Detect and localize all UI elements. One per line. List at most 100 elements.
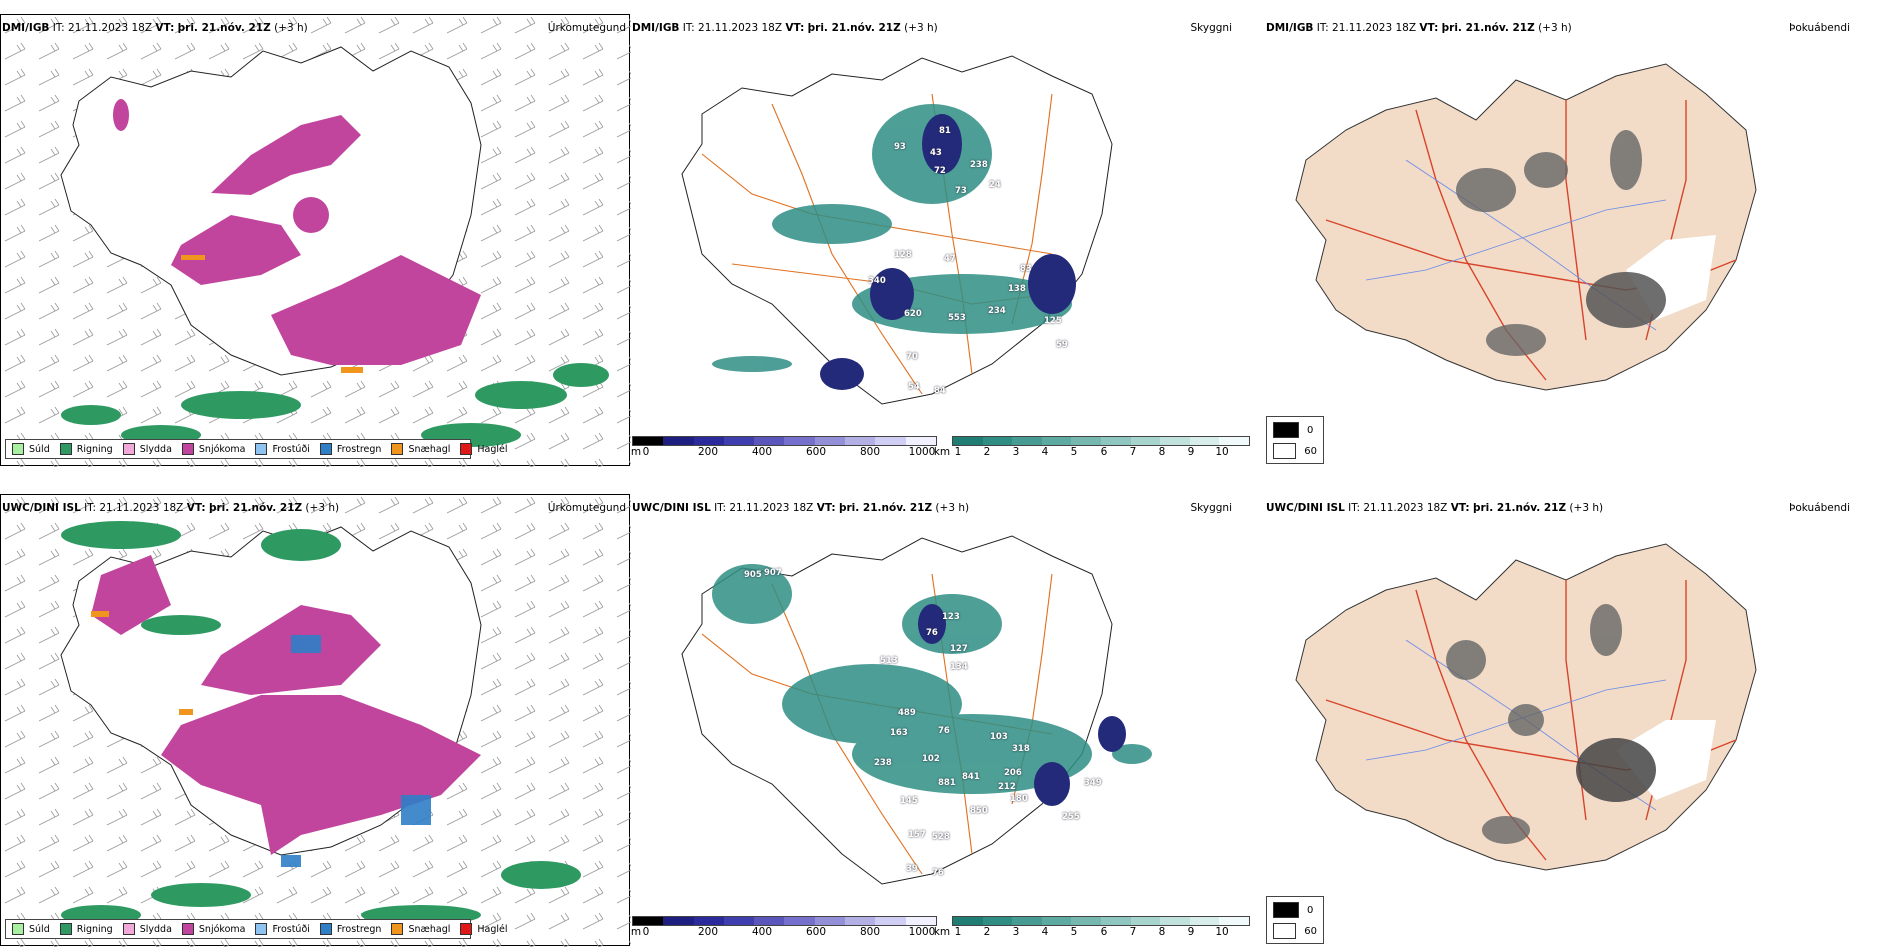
lead-time: (+3 h) bbox=[1538, 22, 1572, 34]
cbar-tick: 1 bbox=[954, 446, 962, 458]
init-time: IT: 21.11.2023 18Z bbox=[714, 502, 814, 514]
fog-legend: 0 60 bbox=[1266, 416, 1324, 464]
cbar-unit: km bbox=[933, 446, 951, 458]
cbar-tick: 200 bbox=[697, 926, 719, 938]
vis-label: 125 bbox=[1044, 316, 1062, 326]
legend-item: Rigning bbox=[59, 923, 113, 935]
vis-label: 212 bbox=[998, 782, 1016, 792]
precip-type-panel-row2: Súld Rigning Slydda Snjókoma Frostúði Fr… bbox=[0, 494, 631, 947]
vis-label: 134 bbox=[950, 662, 968, 672]
legend-item: Frostúði bbox=[255, 923, 310, 935]
vis-label: 128 bbox=[894, 250, 912, 260]
valid-time: þri. 21.nóv. 21Z bbox=[1441, 22, 1535, 34]
model-name: UWC/DINI ISL bbox=[632, 502, 711, 514]
cbar-tick: 400 bbox=[751, 926, 773, 938]
panel-title: Úrkomutegund bbox=[547, 502, 626, 514]
visibility-colorbar: m 0 200 400 600 800 1000 bbox=[630, 436, 937, 458]
legend-item: Frostúði bbox=[255, 443, 310, 455]
cbar-tick: 7 bbox=[1129, 446, 1137, 458]
vis-label: 103 bbox=[990, 732, 1008, 742]
cloud-colorbar: km 1 2 3 4 5 6 7 8 9 10 bbox=[934, 436, 1250, 458]
vis-label: 349 bbox=[1084, 778, 1102, 788]
legend-item: Snæhagl bbox=[391, 443, 450, 455]
cbar-unit: m bbox=[630, 926, 642, 938]
vt-label: VT: bbox=[155, 22, 175, 34]
init-time: IT: 21.11.2023 18Z bbox=[682, 22, 783, 34]
cbar-tick: 800 bbox=[859, 926, 881, 938]
vt-label: VT: bbox=[785, 22, 805, 34]
vis-label: 39 bbox=[906, 864, 918, 874]
cbar-tick: 2 bbox=[983, 446, 991, 458]
valid-time: þri. 21.nóv. 21Z bbox=[177, 22, 271, 34]
visibility-map-svg bbox=[681, 535, 1152, 885]
vis-label: 255 bbox=[1062, 812, 1080, 822]
cbar-unit: m bbox=[630, 446, 642, 458]
cbar-tick: 5 bbox=[1070, 926, 1078, 938]
vis-label: 54 bbox=[908, 382, 920, 392]
vis-label: 84 bbox=[934, 386, 946, 396]
vis-label: 102 bbox=[922, 754, 940, 764]
vis-label: 238 bbox=[874, 758, 892, 768]
legend-item: Frostregn bbox=[319, 923, 381, 935]
vis-label: 81 bbox=[939, 126, 951, 136]
fog-legend-label: 60 bbox=[1304, 445, 1317, 457]
valid-time: þri. 21.nóv. 21Z bbox=[208, 502, 303, 514]
vis-label: 513 bbox=[880, 656, 898, 666]
fog-legend-row: 60 bbox=[1273, 923, 1317, 939]
fog-legend-row: 60 bbox=[1273, 443, 1317, 459]
cbar-tick: 0 bbox=[642, 446, 650, 458]
visibility-colorbar: m 0 200 400 600 800 1000 bbox=[630, 916, 937, 938]
precip-map-frame: Súld Rigning Slydda Snjókoma Frostúði Fr… bbox=[0, 494, 631, 947]
precip-type-panel-row1: Súld Rigning Slydda Snjókoma Frostúði Fr… bbox=[0, 14, 631, 467]
vis-label: 43 bbox=[930, 148, 942, 158]
legend-item: Haglél bbox=[460, 923, 508, 935]
cbar-tick: 5 bbox=[1070, 446, 1078, 458]
vis-label: 76 bbox=[926, 628, 938, 638]
legend-item: Haglél bbox=[460, 443, 508, 455]
visibility-panel-row2: UWC/DINI ISL IT: 21.11.2023 18Z VT: þri.… bbox=[630, 494, 1262, 946]
lead-time: (+3 h) bbox=[1569, 502, 1604, 514]
vis-label: 489 bbox=[898, 708, 916, 718]
cbar-tick: 6 bbox=[1100, 926, 1108, 938]
vis-label: 881 bbox=[938, 778, 956, 788]
init-time: IT: 21.11.2023 18Z bbox=[52, 22, 153, 34]
vis-label: 83 bbox=[1020, 264, 1032, 274]
panel-title: Þokuábendi bbox=[1789, 22, 1850, 34]
vis-label: 206 bbox=[1004, 768, 1022, 778]
cbar-tick: 1000 bbox=[908, 926, 936, 938]
lead-time: (+3 h) bbox=[274, 22, 308, 34]
model-name: DMI/IGB bbox=[2, 22, 50, 34]
init-time: IT: 21.11.2023 18Z bbox=[1348, 502, 1448, 514]
fog-map-svg bbox=[1295, 543, 1757, 871]
cbar-tick: 7 bbox=[1129, 926, 1137, 938]
model-name: UWC/DINI ISL bbox=[1266, 502, 1345, 514]
vis-label: 73 bbox=[955, 186, 967, 196]
vis-label: 93 bbox=[894, 142, 906, 152]
vis-label: 234 bbox=[988, 306, 1006, 316]
valid-time: þri. 21.nóv. 21Z bbox=[807, 22, 901, 34]
vis-label: 163 bbox=[890, 728, 908, 738]
model-name: DMI/IGB bbox=[632, 22, 680, 34]
vis-label: 76 bbox=[932, 868, 944, 878]
cbar-unit: km bbox=[933, 926, 951, 938]
legend-item: Snjókoma bbox=[181, 923, 245, 935]
fog-legend-label: 0 bbox=[1307, 904, 1314, 916]
vis-label: 841 bbox=[962, 772, 980, 782]
cbar-tick: 8 bbox=[1158, 446, 1166, 458]
vis-label: 620 bbox=[904, 309, 922, 319]
cbar-tick: 3 bbox=[1012, 926, 1020, 938]
fog-legend: 0 60 bbox=[1266, 896, 1324, 944]
precip-map-svg bbox=[1, 495, 631, 947]
panel-title: Þokuábendi bbox=[1789, 502, 1850, 514]
legend-item: Snjókoma bbox=[181, 443, 245, 455]
legend-item: Snæhagl bbox=[391, 923, 450, 935]
cbar-tick: 600 bbox=[805, 926, 827, 938]
cbar-tick: 8 bbox=[1158, 926, 1166, 938]
visibility-map-svg bbox=[681, 55, 1113, 405]
vis-label: 180 bbox=[1010, 794, 1028, 804]
cbar-tick: 1 bbox=[954, 926, 962, 938]
cbar-tick: 10 bbox=[1215, 926, 1229, 938]
cbar-tick: 2 bbox=[983, 926, 991, 938]
precip-legend: Súld Rigning Slydda Snjókoma Frostúði Fr… bbox=[5, 919, 508, 939]
legend-item: Súld bbox=[12, 923, 50, 935]
